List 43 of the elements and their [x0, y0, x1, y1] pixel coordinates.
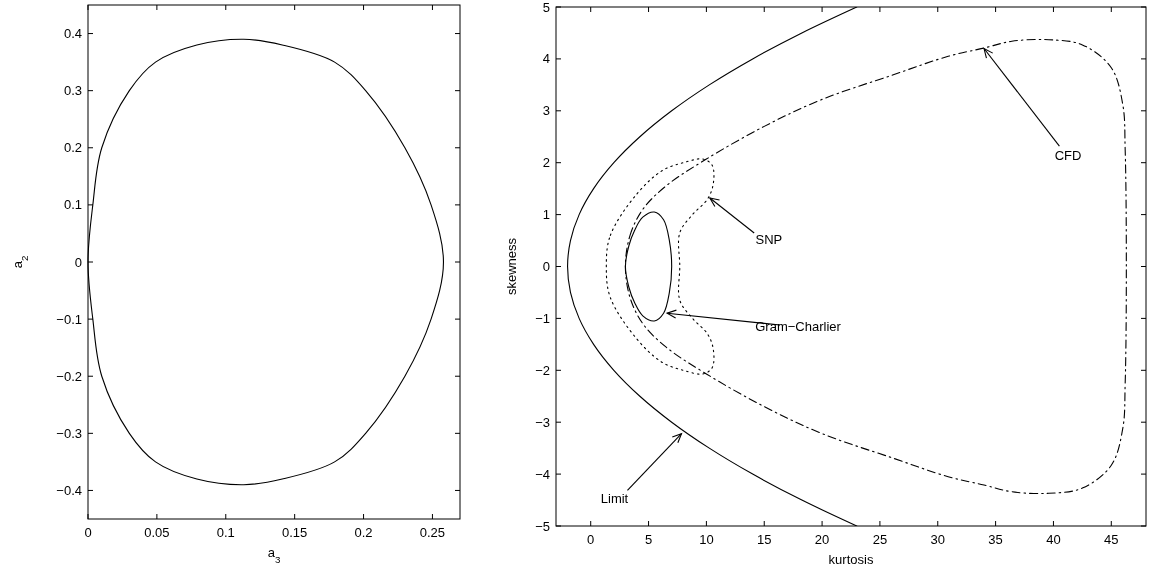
y-tick-label: −1 [535, 310, 550, 326]
annotation: Limit [600, 491, 629, 507]
y-tick-label: −2 [535, 362, 550, 378]
x-tick-label: 5 [644, 532, 653, 547]
y-tick-label: 1 [542, 207, 550, 223]
annotation: SNP [755, 232, 783, 248]
y-tick-label: −0.1 [56, 311, 82, 327]
x-tick-label: 0.15 [282, 525, 308, 540]
y-tick-label: 0 [542, 259, 550, 274]
y-tick-label: 0.1 [63, 197, 82, 213]
x-axis-title: kurtosis [828, 552, 874, 567]
x-tick-label: 15 [757, 532, 772, 547]
y-tick-label: −0.3 [56, 425, 82, 441]
y-tick-label: 4 [542, 51, 550, 67]
y-tick-label: 0 [74, 254, 82, 270]
x-tick-label: 35 [988, 532, 1003, 547]
y-tick-label: −3 [535, 414, 550, 430]
x-tick-label: 0.05 [144, 525, 170, 540]
y-tick-label: 0.3 [63, 83, 82, 99]
x-tick-label: 45 [1104, 532, 1119, 547]
annotation: CFD [1054, 148, 1082, 164]
y-tick-label: 3 [542, 103, 550, 119]
x-tick-label: 10 [699, 532, 714, 547]
x-tick-label: 0 [587, 532, 595, 547]
y-tick-label: −4 [535, 466, 550, 482]
y-tick-label: −5 [535, 518, 550, 534]
x-tick-label: 0.25 [419, 525, 446, 540]
x-tick-label: 40 [1046, 532, 1061, 547]
y-tick-label: 0.2 [63, 140, 82, 156]
annotation: Gram−Charlier [755, 318, 842, 334]
x-axis-title: a$_{3}$ [267, 545, 281, 565]
x-tick-label: 30 [930, 532, 945, 547]
y-axis-title: skewness [504, 237, 519, 296]
x-tick-label: 0.2 [354, 525, 373, 540]
x-tick-label: 25 [872, 532, 888, 547]
y-tick-label: 2 [542, 155, 550, 171]
x-tick-label: 0 [84, 525, 92, 540]
y-tick-label: −0.2 [56, 368, 82, 384]
y-tick-label: 5 [542, 0, 550, 15]
x-tick-label: 0.1 [216, 525, 235, 540]
y-tick-label: 0.4 [63, 26, 82, 42]
x-tick-label: 20 [814, 532, 830, 547]
y-tick-label: −0.4 [56, 482, 82, 498]
